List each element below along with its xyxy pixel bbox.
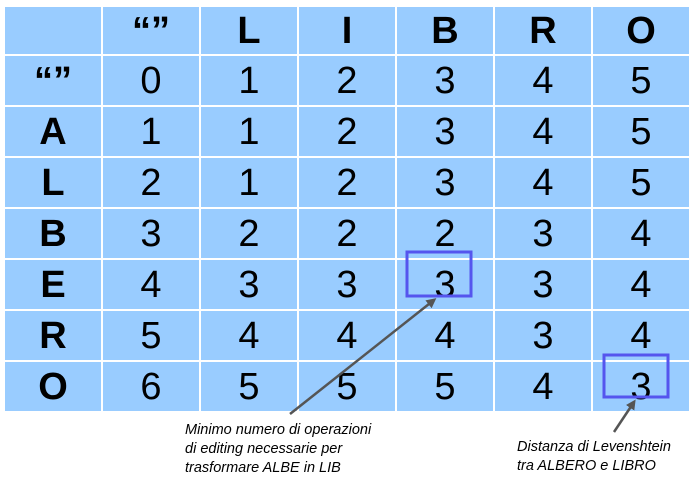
annotation-line: trasformare ALBE in LIB bbox=[185, 460, 341, 476]
matrix-cell: 2 bbox=[299, 158, 395, 207]
matrix-cell: 5 bbox=[593, 56, 689, 105]
arrow-to-albe-lib bbox=[289, 298, 437, 415]
highlight-box-albe-lib bbox=[405, 250, 473, 298]
matrix-cell: 5 bbox=[397, 362, 493, 411]
annotation-line: di editing necessarie per bbox=[185, 441, 343, 457]
row-header: R bbox=[5, 311, 101, 360]
matrix-cell: 6 bbox=[103, 362, 199, 411]
matrix-cell: 2 bbox=[299, 209, 395, 258]
matrix-cell: 4 bbox=[201, 311, 297, 360]
matrix-cell: 2 bbox=[201, 209, 297, 258]
matrix-cell: 2 bbox=[299, 56, 395, 105]
matrix-cell: 1 bbox=[103, 107, 199, 156]
matrix-cell: 1 bbox=[201, 158, 297, 207]
column-header: B bbox=[397, 7, 493, 54]
matrix-cell: 5 bbox=[593, 158, 689, 207]
row-header: B bbox=[5, 209, 101, 258]
matrix-cell: 2 bbox=[299, 107, 395, 156]
matrix-cell: 1 bbox=[201, 107, 297, 156]
matrix-cell: 3 bbox=[593, 362, 689, 411]
column-header: L bbox=[201, 7, 297, 54]
matrix-cell: 4 bbox=[103, 260, 199, 309]
annotation-minimo-operazioni: Minimo numero di operazioni di editing n… bbox=[185, 421, 371, 478]
matrix-cell: 4 bbox=[593, 260, 689, 309]
matrix-cell: 1 bbox=[201, 56, 297, 105]
column-header: I bbox=[299, 7, 395, 54]
matrix-cell: 4 bbox=[495, 362, 591, 411]
matrix-cell: 3 bbox=[495, 260, 591, 309]
annotation-line: Distanza di Levenshtein bbox=[517, 439, 671, 455]
matrix-cell: 3 bbox=[397, 158, 493, 207]
matrix-cell: 4 bbox=[397, 311, 493, 360]
column-header: R bbox=[495, 7, 591, 54]
annotation-line: tra ALBERO e LIBRO bbox=[517, 458, 656, 474]
matrix-cell: 2 bbox=[397, 209, 493, 258]
matrix-corner-cell bbox=[5, 7, 101, 54]
arrow-to-albero-libro bbox=[612, 399, 636, 433]
annotation-line: Minimo numero di operazioni bbox=[185, 422, 372, 438]
matrix-cell: 2 bbox=[103, 158, 199, 207]
annotation-distanza-levenshtein: Distanza di Levenshtein tra ALBERO e LIB… bbox=[517, 438, 671, 476]
matrix-cell: 4 bbox=[593, 311, 689, 360]
matrix-cell: 4 bbox=[495, 158, 591, 207]
row-header: A bbox=[5, 107, 101, 156]
matrix-cell: 5 bbox=[201, 362, 297, 411]
matrix-cell: 5 bbox=[593, 107, 689, 156]
matrix-cell: 4 bbox=[299, 311, 395, 360]
matrix-cell: 3 bbox=[201, 260, 297, 309]
levenshtein-matrix: “” L I B R O “” 0 1 2 3 4 5 A 1 1 2 3 4 5 L 2 1 2 3 4 5 B 3 2 2 2 3 4 E 4 3 3… bbox=[5, 7, 689, 411]
matrix-cell: 3 bbox=[397, 56, 493, 105]
matrix-cell: 4 bbox=[593, 209, 689, 258]
matrix-cell: 5 bbox=[103, 311, 199, 360]
matrix-cell: 3 bbox=[397, 260, 493, 309]
matrix-cell: 3 bbox=[495, 311, 591, 360]
matrix-cell: 0 bbox=[103, 56, 199, 105]
highlight-box-albero-libro bbox=[602, 353, 670, 399]
matrix-cell: 3 bbox=[495, 209, 591, 258]
column-header: “” bbox=[103, 7, 199, 54]
row-header: L bbox=[5, 158, 101, 207]
matrix-cell: 3 bbox=[103, 209, 199, 258]
row-header: E bbox=[5, 260, 101, 309]
row-header: O bbox=[5, 362, 101, 411]
column-header: O bbox=[593, 7, 689, 54]
matrix-cell: 4 bbox=[495, 107, 591, 156]
matrix-cell: 3 bbox=[299, 260, 395, 309]
matrix-cell: 4 bbox=[495, 56, 591, 105]
matrix-cell: 3 bbox=[397, 107, 493, 156]
row-header: “” bbox=[5, 56, 101, 105]
